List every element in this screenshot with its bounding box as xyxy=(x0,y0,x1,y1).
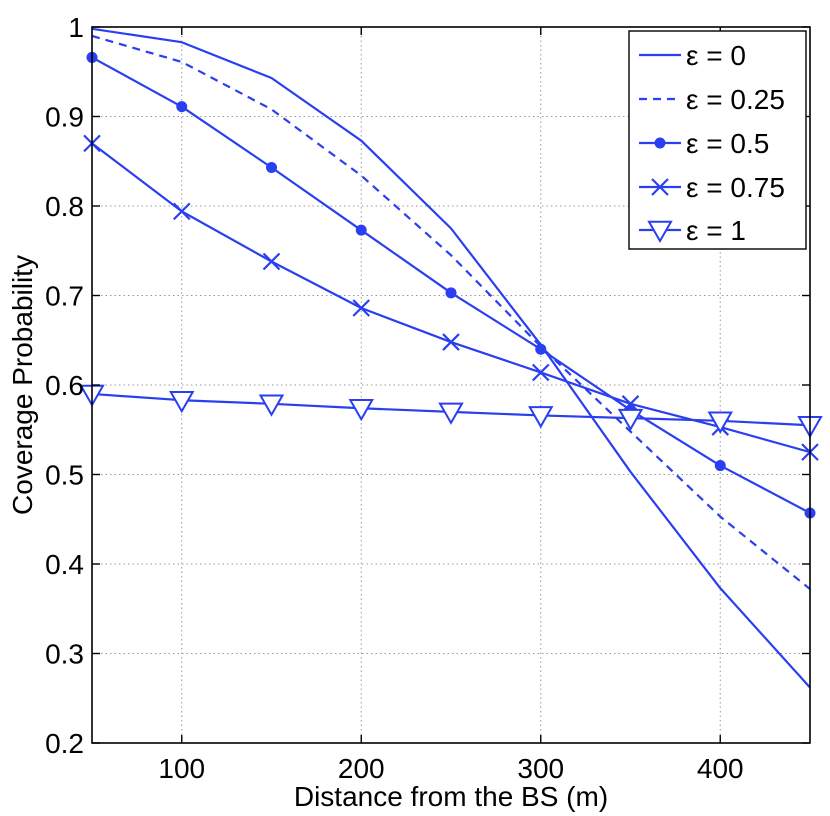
y-tick-label: 0.6 xyxy=(45,370,84,401)
legend-item: ε = 0.25 xyxy=(639,84,785,115)
y-tick-label: 1 xyxy=(68,12,84,43)
legend-label: ε = 0 xyxy=(686,40,746,71)
legend: ε = 0 ε = 0.25 ε = 0.5 ε = 0.75 ε = 1 xyxy=(628,30,807,250)
data-point-x xyxy=(442,333,460,351)
y-tick-label: 0.5 xyxy=(45,460,84,491)
data-point-triangle xyxy=(348,399,374,422)
data-point-triangle xyxy=(258,394,285,417)
data-point-dot xyxy=(355,224,367,236)
data-point-x xyxy=(352,299,371,317)
legend-label: ε = 1 xyxy=(686,215,746,246)
data-point-x xyxy=(531,363,550,382)
data-point-dot xyxy=(654,137,666,149)
axis-ticks: 100 200 300 400 0.2 0.3 0.4 0.5 0.6 0.7 0.8 0.9 1 xyxy=(45,12,810,784)
legend-label: ε = 0.75 xyxy=(686,172,785,203)
data-point-triangle xyxy=(528,406,554,429)
data-point-triangle xyxy=(617,408,644,432)
x-tick-label: 200 xyxy=(338,753,385,784)
legend-item: ε = 1 xyxy=(639,215,746,246)
data-point-triangle xyxy=(707,411,733,434)
data-point-dot xyxy=(535,343,547,355)
legend-item: ε = 0.5 xyxy=(639,128,769,159)
y-tick-label: 0.4 xyxy=(45,549,84,580)
data-point-dot xyxy=(714,460,726,472)
data-point-x xyxy=(651,178,669,196)
data-point-dot xyxy=(266,162,277,174)
data-point-triangle xyxy=(438,402,464,425)
y-tick-label: 0.3 xyxy=(45,639,84,670)
series-layer xyxy=(79,27,823,689)
series-1 xyxy=(91,34,811,590)
data-point-triangle xyxy=(647,220,673,244)
y-tick-label: 0.8 xyxy=(45,191,84,222)
x-tick-label: 100 xyxy=(158,753,205,784)
data-point-x xyxy=(172,202,191,221)
data-point-dot xyxy=(445,287,457,299)
data-point-triangle xyxy=(169,390,195,414)
y-tick-label: 0.9 xyxy=(45,102,84,133)
x-axis-label: Distance from the BS (m) xyxy=(294,781,608,812)
x-tick-label: 400 xyxy=(697,753,744,784)
data-point-dot xyxy=(176,101,188,113)
legend-item: ε = 0 xyxy=(639,40,746,71)
data-point-x xyxy=(262,252,281,271)
y-tick-label: 0.7 xyxy=(45,281,84,312)
series-0 xyxy=(91,27,811,689)
series-line xyxy=(91,34,811,590)
y-tick-label: 0.2 xyxy=(45,728,84,759)
x-tick-label: 300 xyxy=(517,753,564,784)
series-line xyxy=(91,27,811,689)
y-axis-label: Coverage Probability xyxy=(7,255,38,515)
legend-label: ε = 0.5 xyxy=(686,128,769,159)
legend-item: ε = 0.75 xyxy=(639,172,785,203)
legend-label: ε = 0.25 xyxy=(686,84,785,115)
series-4 xyxy=(79,384,823,439)
